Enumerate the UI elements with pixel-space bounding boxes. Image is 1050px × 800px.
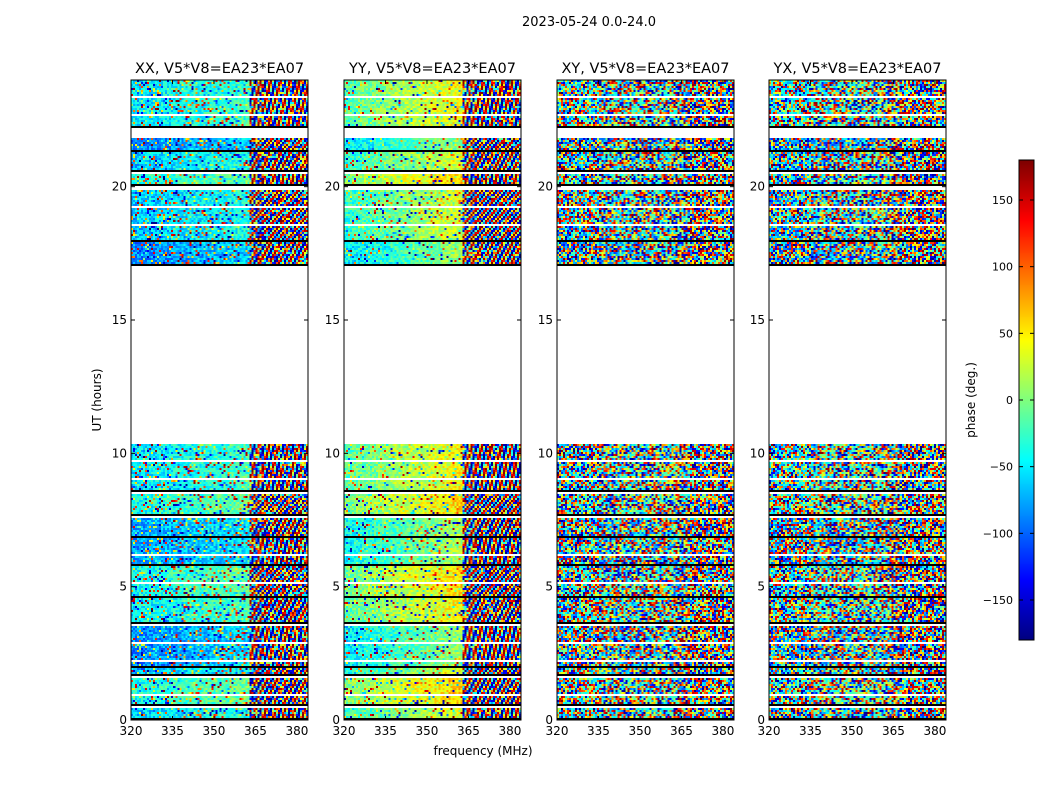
colorbar-tick-label: −150 [983,594,1013,607]
y-tick-label: 10 [538,446,553,460]
figure-title: 2023-05-24 0.0-24.0 [522,15,656,30]
colorbar-tick-label: −50 [990,461,1013,474]
colorbar-tick-label: 150 [992,194,1013,207]
panel-title: YX, V5*V8=EA23*EA07 [772,61,941,77]
colorbar-tick-label: 0 [1006,394,1013,407]
y-tick-label: 15 [112,313,127,327]
x-tick-label: 335 [374,724,397,738]
x-tick-label: 320 [120,724,143,738]
panel-title: YY, V5*V8=EA23*EA07 [348,61,516,77]
panel-heatmap-yy [344,80,521,720]
panel-title: XY, V5*V8=EA23*EA07 [561,61,729,77]
x-tick-label: 365 [244,724,267,738]
panel-heatmap-xy [557,80,734,720]
y-axis-label: UT (hours) [90,368,104,431]
y-tick-label: 5 [545,580,553,594]
colorbar-label: phase (deg.) [964,362,978,438]
y-tick-label: 5 [119,580,127,594]
x-tick-label: 320 [546,724,569,738]
x-tick-label: 335 [799,724,822,738]
y-tick-label: 0 [757,713,765,727]
x-axis-label: frequency (MHz) [433,744,532,758]
x-tick-label: 365 [457,724,480,738]
panel-heatmap-yx [769,80,946,720]
x-tick-label: 380 [498,724,521,738]
y-tick-label: 5 [757,580,765,594]
y-tick-label: 15 [538,313,553,327]
x-tick-label: 380 [711,724,734,738]
y-tick-label: 10 [325,446,340,460]
panel-frame [768,79,947,721]
y-tick-label: 20 [538,180,553,194]
x-tick-label: 335 [587,724,610,738]
x-tick-label: 350 [416,724,439,738]
x-tick-label: 380 [285,724,308,738]
y-tick-label: 10 [750,446,765,460]
panel-frame [130,79,309,721]
x-tick-label: 350 [841,724,864,738]
y-tick-label: 0 [545,713,553,727]
y-tick-label: 20 [325,180,340,194]
colorbar-tick-label: 100 [992,261,1013,274]
x-tick-label: 365 [670,724,693,738]
x-tick-label: 320 [333,724,356,738]
colorbar-tick-label: −100 [983,527,1013,540]
y-tick-label: 5 [332,580,340,594]
y-tick-label: 20 [750,180,765,194]
y-tick-label: 10 [112,446,127,460]
x-tick-label: 350 [203,724,226,738]
y-tick-label: 15 [750,313,765,327]
x-tick-label: 350 [629,724,652,738]
colorbar [1019,160,1034,640]
x-tick-label: 380 [923,724,946,738]
panel-heatmap-xx [131,80,308,720]
panel-title: XX, V5*V8=EA23*EA07 [135,61,304,77]
x-tick-label: 365 [882,724,905,738]
colorbar-tick-label: 50 [999,327,1013,340]
y-tick-label: 0 [332,713,340,727]
panel-frame [343,79,522,721]
x-tick-label: 320 [758,724,781,738]
panel-frame [556,79,735,721]
x-tick-label: 335 [161,724,184,738]
y-tick-label: 0 [119,713,127,727]
y-tick-label: 20 [112,180,127,194]
y-tick-label: 15 [325,313,340,327]
